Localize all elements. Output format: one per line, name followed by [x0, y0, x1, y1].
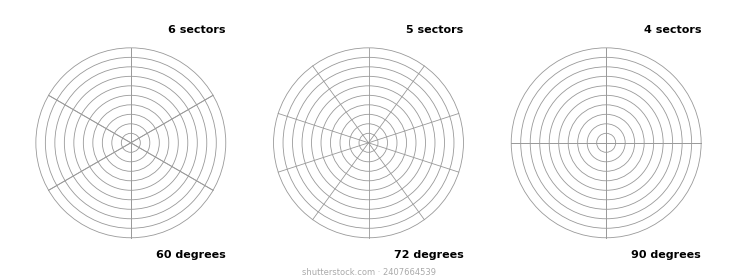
Text: 72 degrees: 72 degrees [394, 250, 464, 260]
Text: 60 degrees: 60 degrees [156, 250, 226, 260]
Text: shutterstock.com · 2407664539: shutterstock.com · 2407664539 [301, 268, 436, 277]
Text: 90 degrees: 90 degrees [632, 250, 701, 260]
Text: 6 sectors: 6 sectors [168, 25, 226, 36]
Text: 4 sectors: 4 sectors [643, 25, 701, 36]
Text: 5 sectors: 5 sectors [406, 25, 464, 36]
